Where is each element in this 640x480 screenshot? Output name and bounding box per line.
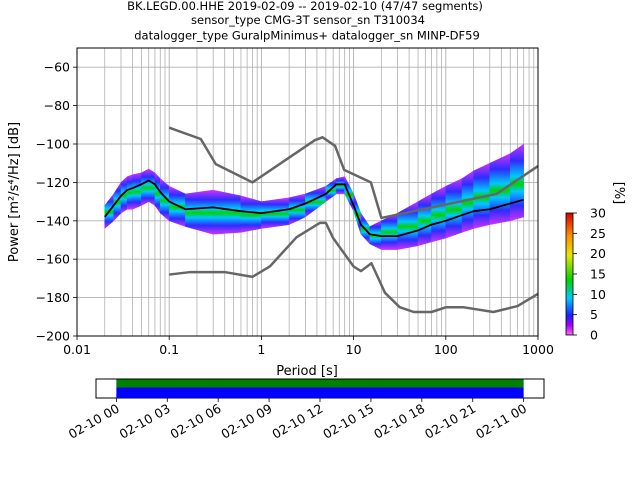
y-tick-label: −120 bbox=[36, 175, 70, 190]
psd-band-segment bbox=[417, 193, 432, 247]
coverage-tick-label: 02-10 12 bbox=[269, 401, 325, 442]
x-tick-label: 0.1 bbox=[159, 342, 179, 357]
colorbar-tick-label: 10 bbox=[590, 287, 606, 302]
colorbar-tick-label: 25 bbox=[590, 226, 606, 241]
y-axis-ticks: −200 −180 −160 −140 −120 −100 −80 −60 bbox=[36, 60, 77, 344]
y-tick-label: −160 bbox=[36, 252, 70, 267]
y-tick-label: −100 bbox=[36, 137, 70, 152]
psd-band-segment bbox=[431, 185, 447, 243]
psd-band-segment bbox=[126, 174, 133, 210]
colorbar-label: [%] bbox=[611, 182, 626, 205]
psd-plot-area: 0.01 0.1 1 10 100 1000 −200 −180 −160 −140 −120 −1… bbox=[36, 47, 554, 357]
plot-frame bbox=[76, 47, 539, 337]
title-line-1: BK.LEGD.00.HHE 2019-02-09 -- 2019-02-10 … bbox=[127, 0, 483, 13]
title-line-3: datalogger_type GuralpMinimus+ datalogge… bbox=[134, 29, 480, 43]
noise-model-lines bbox=[104, 126, 538, 314]
x-tick-label: 1 bbox=[257, 342, 265, 357]
coverage-tick-label: 02-10 21 bbox=[422, 401, 478, 442]
psd-band-segment bbox=[445, 178, 463, 239]
y-tick-label: −80 bbox=[44, 98, 70, 113]
new-low-noise-model-line bbox=[169, 221, 538, 314]
psd-band-segment bbox=[185, 189, 214, 235]
coverage-bar-used bbox=[116, 387, 524, 398]
coverage-tick-label: 02-10 03 bbox=[117, 401, 173, 442]
colorbar: 0 5 10 15 20 25 30 [%] bbox=[565, 182, 626, 343]
colorbar-tick-label: 0 bbox=[590, 328, 598, 343]
coverage-tick-label: 02-10 18 bbox=[371, 401, 427, 442]
psd-band-segment bbox=[489, 153, 511, 225]
mode-line bbox=[104, 179, 524, 238]
colorbar-tick-label: 15 bbox=[590, 267, 606, 282]
coverage-tick-label: 02-10 06 bbox=[168, 401, 224, 442]
y-tick-label: −140 bbox=[36, 213, 70, 228]
coverage-tick-label: 02-10 00 bbox=[66, 401, 122, 442]
psd-band-segment bbox=[509, 143, 524, 222]
new-high-noise-model-line bbox=[168, 126, 538, 220]
coverage-tick-label: 02-10 15 bbox=[320, 401, 376, 442]
coverage-bars bbox=[116, 379, 524, 398]
colorbar-tick-label: 5 bbox=[590, 307, 598, 322]
psd-band-segment bbox=[212, 189, 242, 235]
psd-band-segment bbox=[336, 176, 345, 195]
colorbar-tick-label: 20 bbox=[590, 246, 606, 261]
x-axis-label: Period [s] bbox=[276, 364, 338, 379]
x-tick-label: 0.01 bbox=[63, 342, 91, 357]
colorbar-gradient bbox=[565, 212, 574, 336]
coverage-bar-coverage bbox=[116, 379, 524, 388]
colorbar-ticks: 0 5 10 15 20 25 30 bbox=[573, 206, 606, 343]
psd-probability-band bbox=[104, 143, 524, 251]
title-line-2: sensor_type CMG-3T sensor_sn T310034 bbox=[191, 13, 425, 27]
x-tick-label: 100 bbox=[434, 342, 458, 357]
y-axis-label: Power [m²/s⁴/Hz] [dB] bbox=[7, 122, 22, 262]
y-tick-label: −200 bbox=[36, 329, 70, 344]
x-tick-label: 10 bbox=[346, 342, 362, 357]
x-tick-label: 1000 bbox=[522, 342, 554, 357]
psd-band-segment bbox=[141, 168, 149, 206]
y-tick-label: −60 bbox=[44, 60, 70, 75]
colorbar-tick-label: 30 bbox=[590, 206, 606, 221]
coverage-tick-label: 02-11 00 bbox=[473, 401, 529, 442]
y-tick-label: −180 bbox=[36, 290, 70, 305]
psd-band-segment bbox=[148, 168, 156, 206]
psd-band-segment bbox=[240, 195, 262, 233]
coverage-tick-label: 02-10 09 bbox=[218, 401, 274, 442]
x-axis-ticks: 0.01 0.1 1 10 100 1000 bbox=[63, 336, 554, 357]
psd-band-segment bbox=[132, 172, 142, 210]
